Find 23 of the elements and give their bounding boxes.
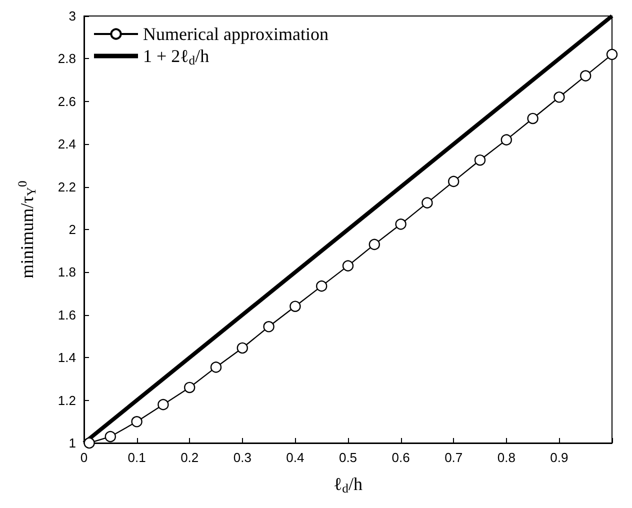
x-tick-label: 0.6	[392, 450, 410, 465]
x-tick-label: 0.8	[497, 450, 516, 465]
legend-label: Numerical approximation	[143, 24, 328, 44]
y-tick-label: 2.6	[58, 94, 76, 109]
x-tick-label: 0.3	[233, 450, 252, 465]
x-tick-label: 0.5	[338, 450, 358, 465]
x-tick-label: 0.7	[444, 450, 463, 465]
y-tick-label: 2	[68, 222, 76, 237]
y-axis-title: minimum/τY0	[16, 180, 38, 278]
y-tick-label: 2.2	[58, 179, 76, 194]
y-tick-label: 1.8	[58, 264, 76, 280]
x-tick-label: 0.9	[550, 450, 568, 465]
y-tick-label: 3	[68, 8, 76, 24]
x-tick-label: 0.2	[180, 450, 199, 465]
x-tick-label: 0.4	[286, 450, 304, 465]
y-tick-label: 2.8	[58, 51, 76, 66]
y-tick-label: 2.4	[58, 136, 76, 152]
x-tick-label: 0	[80, 450, 88, 465]
y-tick-label: 1.2	[58, 392, 76, 408]
y-tick-label: 1	[68, 436, 76, 450]
x-tick-label: 0.1	[128, 450, 146, 465]
y-tick-label: 1.6	[58, 307, 76, 322]
y-tick-label: 1.4	[58, 350, 76, 366]
